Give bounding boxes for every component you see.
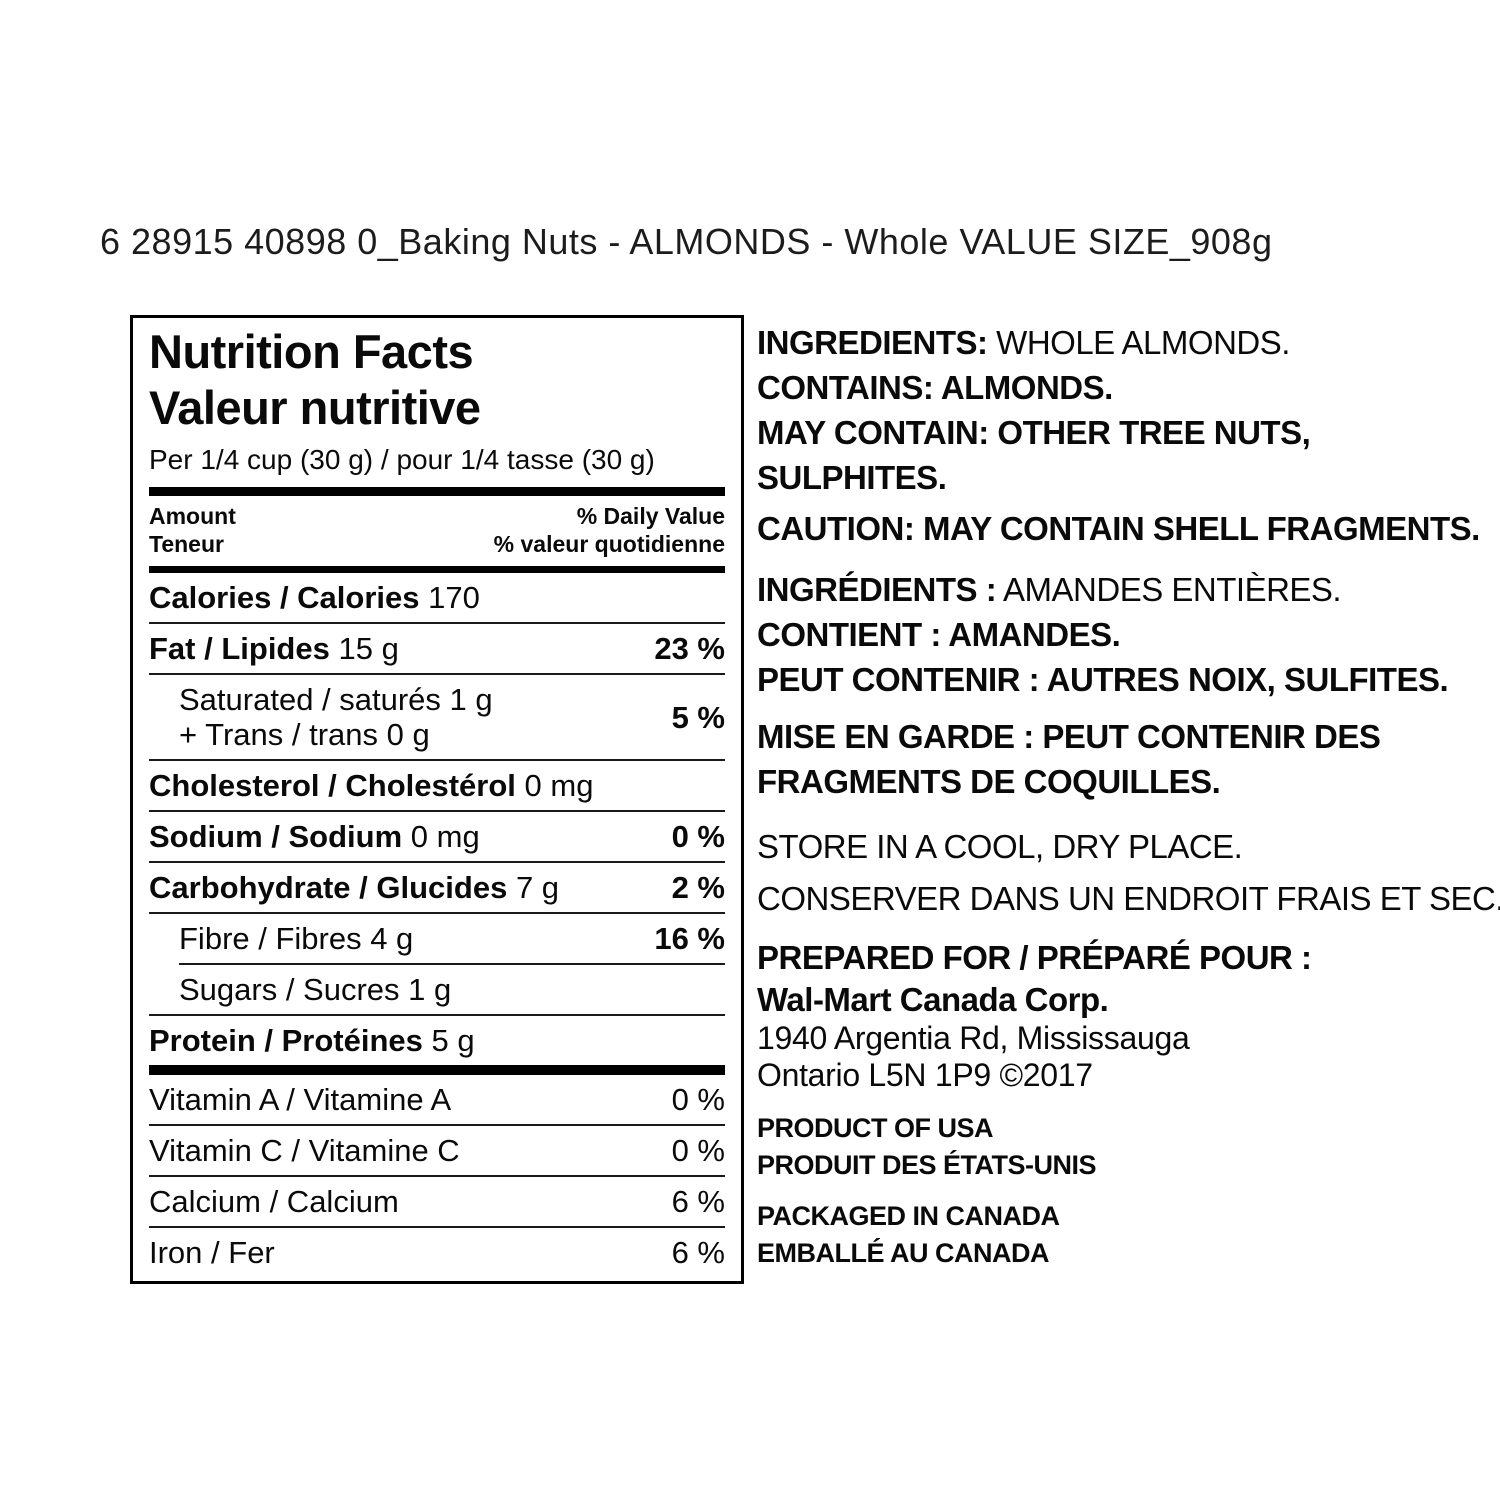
row-vitamin-c: Vitamin C / Vitamine C 0 %	[149, 1126, 725, 1175]
daily-value: 0 %	[671, 819, 725, 854]
prepared-for-block: PREPARED FOR / PRÉPARÉ POUR : Wal-Mart C…	[757, 935, 1447, 1094]
origin-en-line: PRODUCT OF USA	[757, 1113, 994, 1143]
nutrition-facts-panel: Nutrition Facts Valeur nutritive Per 1/4…	[130, 315, 744, 1284]
serving-size: Per 1/4 cup (30 g) / pour 1/4 tasse (30 …	[149, 444, 655, 475]
product-title: 6 28915 40898 0_Baking Nuts - ALMONDS - …	[100, 221, 1273, 262]
packaged-block: PACKAGED IN CANADA EMBALLÉ AU CANADA	[757, 1198, 1447, 1272]
nutrient-label: Calcium / Calcium	[149, 1184, 399, 1219]
nutrient-label: Sugars / Sucres 1 g	[179, 972, 452, 1007]
row-fibre: Fibre / Fibres 4 g 16 %	[149, 914, 725, 963]
row-divider	[149, 622, 725, 624]
ingredients-en-block: INGREDIENTS: WHOLE ALMONDS. CONTAINS: AL…	[757, 320, 1447, 500]
trans-line: + Trans / trans 0 g	[179, 717, 430, 752]
caution-en-line: CAUTION: MAY CONTAIN SHELL FRAGMENTS.	[757, 510, 1480, 547]
row-divider	[149, 1226, 725, 1228]
row-vitamin-a: Vitamin A / Vitamine A 0 %	[149, 1075, 725, 1124]
row-fat: Fat / Lipides 15 g 23 %	[149, 624, 725, 673]
daily-value: 2 %	[671, 870, 725, 905]
may-contain-en-line1: MAY CONTAIN: OTHER TREE NUTS,	[757, 414, 1311, 451]
amount-header: Amount Teneur	[149, 502, 236, 558]
may-contain-en-line2: SULPHITES.	[757, 459, 947, 496]
column-headers: Amount Teneur % Daily Value % valeur quo…	[149, 496, 725, 566]
company-address-line2: Ontario L5N 1P9 ©2017	[757, 1057, 1093, 1093]
contains-en-line: CONTAINS: ALMONDS.	[757, 369, 1113, 406]
daily-value: 6 %	[671, 1235, 725, 1270]
row-iron: Iron / Fer 6 %	[149, 1228, 725, 1277]
nutrient-label: Fat / Lipides 15 g	[149, 631, 399, 666]
row-divider	[149, 1124, 725, 1126]
daily-value-header: % Daily Value % valeur quotidienne	[494, 502, 725, 558]
row-divider	[149, 673, 725, 675]
row-divider	[149, 1175, 725, 1177]
row-divider	[149, 1014, 725, 1016]
row-divider	[149, 810, 725, 812]
thick-rule	[149, 487, 725, 496]
row-calcium: Calcium / Calcium 6 %	[149, 1177, 725, 1226]
row-divider	[149, 912, 725, 914]
nutrition-facts-title-fr: Valeur nutritive	[149, 381, 481, 434]
daily-value: 6 %	[671, 1184, 725, 1219]
caution-fr-line2: FRAGMENTS DE COQUILLES.	[757, 763, 1221, 800]
nutrient-label: Carbohydrate / Glucides 7 g	[149, 870, 560, 905]
daily-value-header-fr: % valeur quotidienne	[493, 531, 725, 557]
nutrient-label: Iron / Fer	[149, 1235, 275, 1270]
row-divider	[149, 861, 725, 863]
row-sugars: Sugars / Sucres 1 g	[149, 965, 725, 1014]
daily-value: 23 %	[654, 631, 725, 666]
row-cholesterol: Cholesterol / Cholestérol 0 mg	[149, 761, 725, 810]
nutrition-facts-title-en: Nutrition Facts	[149, 325, 474, 378]
may-contain-fr-line: PEUT CONTENIR : AUTRES NOIX, SULFITES.	[757, 661, 1449, 698]
nutrient-label: Vitamin A / Vitamine A	[149, 1082, 452, 1117]
prepared-for-heading: PREPARED FOR / PRÉPARÉ POUR :	[757, 939, 1312, 976]
daily-value: 0 %	[671, 1133, 725, 1168]
row-protein: Protein / Protéines 5 g	[149, 1016, 725, 1065]
row-carbohydrate: Carbohydrate / Glucides 7 g 2 %	[149, 863, 725, 912]
packaged-en-line: PACKAGED IN CANADA	[757, 1201, 1060, 1231]
ingredients-en-line: INGREDIENTS: WHOLE ALMONDS.	[757, 324, 1290, 361]
daily-value: 0 %	[671, 1082, 725, 1117]
amount-header-en: Amount	[149, 503, 236, 529]
ingredients-fr-line: INGRÉDIENTS : AMANDES ENTIÈRES.	[757, 571, 1342, 608]
company-address-line1: 1940 Argentia Rd, Mississauga	[757, 1020, 1190, 1056]
daily-value: 5 %	[671, 699, 725, 735]
nutrient-label: Sodium / Sodium 0 mg	[149, 819, 480, 854]
packaged-fr-line: EMBALLÉ AU CANADA	[757, 1238, 1049, 1268]
nutrient-label: Cholesterol / Cholestérol 0 mg	[149, 768, 594, 803]
storage-fr-line: CONSERVER DANS UN ENDROIT FRAIS ET SEC.	[757, 880, 1500, 917]
origin-block: PRODUCT OF USA PRODUIT DES ÉTATS-UNIS	[757, 1110, 1447, 1184]
nutrient-label: Calories / Calories 170	[149, 580, 480, 615]
thick-rule	[149, 1065, 725, 1075]
row-divider	[149, 759, 725, 761]
nutrient-label: Vitamin C / Vitamine C	[149, 1133, 460, 1168]
caution-fr-block: MISE EN GARDE : PEUT CONTENIR DES FRAGME…	[757, 714, 1447, 804]
row-divider-indented	[179, 963, 725, 965]
amount-header-fr: Teneur	[149, 531, 224, 557]
row-saturated-trans: Saturated / saturés 1 g + Trans / trans …	[149, 675, 725, 759]
storage-en-line: STORE IN A COOL, DRY PLACE.	[757, 828, 1243, 865]
saturated-line: Saturated / saturés 1 g	[179, 682, 493, 717]
nutrient-label: Fibre / Fibres 4 g	[179, 921, 414, 956]
row-sodium: Sodium / Sodium 0 mg 0 %	[149, 812, 725, 861]
ingredients-fr-block: INGRÉDIENTS : AMANDES ENTIÈRES. CONTIENT…	[757, 567, 1449, 702]
origin-fr-line: PRODUIT DES ÉTATS-UNIS	[757, 1150, 1097, 1180]
contains-fr-line: CONTIENT : AMANDES.	[757, 616, 1121, 653]
row-calories: Calories / Calories 170	[149, 573, 725, 622]
product-info-column: INGREDIENTS: WHOLE ALMONDS. CONTAINS: AL…	[757, 320, 1500, 1272]
nutrient-label: Protein / Protéines 5 g	[149, 1023, 475, 1058]
caution-fr-line1: MISE EN GARDE : PEUT CONTENIR DES	[757, 718, 1381, 755]
daily-value: 16 %	[654, 921, 725, 956]
thick-rule	[149, 566, 725, 573]
nutrient-label: Saturated / saturés 1 g + Trans / trans …	[149, 682, 493, 752]
company-name: Wal-Mart Canada Corp.	[757, 981, 1109, 1018]
daily-value-header-en: % Daily Value	[576, 503, 725, 529]
